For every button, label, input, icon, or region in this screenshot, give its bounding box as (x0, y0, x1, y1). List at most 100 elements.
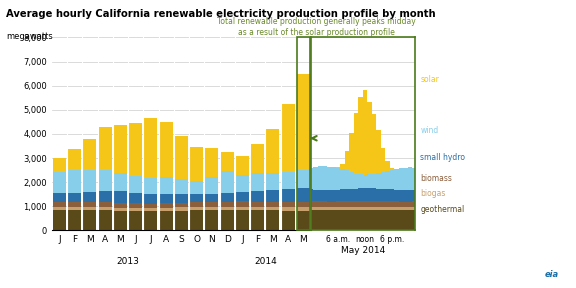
Bar (282, 207, 295, 211)
Bar (175, 211, 188, 230)
Bar (114, 125, 127, 173)
Bar (114, 191, 127, 203)
Bar (251, 191, 264, 202)
Bar (114, 173, 127, 191)
Bar (297, 74, 310, 170)
Bar (53, 158, 66, 172)
Bar (297, 37, 310, 230)
Bar (236, 207, 249, 210)
Bar (98, 191, 112, 202)
Text: Average hourly California renewable electricity production profile by month: Average hourly California renewable elec… (6, 9, 435, 19)
Bar (68, 170, 81, 193)
Bar (68, 202, 81, 207)
Bar (267, 129, 279, 173)
Bar (53, 193, 66, 202)
Bar (206, 194, 218, 202)
Bar (129, 203, 142, 208)
Text: geothermal: geothermal (420, 205, 465, 214)
Text: wind: wind (420, 126, 439, 134)
Bar (160, 211, 173, 230)
Bar (221, 152, 234, 171)
Bar (221, 207, 234, 210)
Bar (236, 156, 249, 175)
Bar (129, 193, 142, 203)
Bar (282, 202, 295, 207)
Bar (251, 144, 264, 173)
Bar (129, 211, 142, 230)
Bar (267, 173, 279, 190)
Bar (114, 211, 127, 230)
Bar (251, 207, 264, 210)
Bar (206, 202, 218, 207)
Bar (98, 170, 112, 191)
Bar (282, 172, 295, 189)
Text: Total renewable production generally peaks midday
as a result of the solar produ: Total renewable production generally pea… (217, 17, 416, 37)
Bar (129, 176, 142, 193)
Bar (267, 207, 279, 210)
Bar (145, 208, 157, 211)
Text: biogas: biogas (420, 189, 446, 198)
Bar (221, 193, 234, 202)
Bar (190, 210, 203, 230)
Text: megawatts: megawatts (6, 32, 52, 41)
Bar (84, 139, 96, 170)
Bar (190, 207, 203, 210)
Bar (190, 147, 203, 181)
Bar (206, 148, 218, 177)
Bar (84, 210, 96, 230)
Bar (267, 202, 279, 207)
Bar (251, 173, 264, 191)
Bar (175, 207, 188, 211)
Bar (53, 172, 66, 193)
Bar (282, 211, 295, 230)
Bar (68, 149, 81, 170)
Bar (221, 202, 234, 207)
Bar (114, 208, 127, 211)
Bar (145, 118, 157, 179)
Bar (145, 211, 157, 230)
Bar (236, 202, 249, 207)
Bar (160, 122, 173, 177)
Bar (68, 210, 81, 230)
Bar (206, 177, 218, 194)
Bar (160, 208, 173, 211)
Bar (297, 188, 310, 202)
Bar (68, 207, 81, 210)
Bar (160, 194, 173, 203)
Bar (98, 207, 112, 210)
Bar (221, 171, 234, 193)
Bar (221, 210, 234, 230)
Bar (297, 211, 310, 230)
Bar (145, 194, 157, 204)
Bar (98, 202, 112, 207)
Bar (175, 194, 188, 203)
Text: biomass: biomass (420, 174, 452, 183)
Text: small hydro: small hydro (420, 153, 465, 162)
Bar (206, 207, 218, 210)
Bar (114, 203, 127, 208)
Bar (53, 207, 66, 210)
Bar (236, 210, 249, 230)
Bar (98, 127, 112, 170)
Bar (175, 136, 188, 179)
Bar (68, 193, 81, 202)
Bar (129, 208, 142, 211)
Bar (84, 170, 96, 192)
Bar (267, 210, 279, 230)
Bar (251, 210, 264, 230)
Bar (145, 204, 157, 208)
Bar (297, 207, 310, 211)
Bar (190, 194, 203, 202)
Bar (145, 179, 157, 194)
Bar (84, 192, 96, 202)
Bar (84, 202, 96, 207)
Bar (206, 210, 218, 230)
Bar (297, 202, 310, 207)
Bar (190, 181, 203, 194)
Bar (84, 207, 96, 210)
Text: 2014: 2014 (254, 257, 276, 266)
Bar (236, 192, 249, 202)
Bar (251, 202, 264, 207)
Bar (160, 203, 173, 208)
Bar (160, 177, 173, 194)
